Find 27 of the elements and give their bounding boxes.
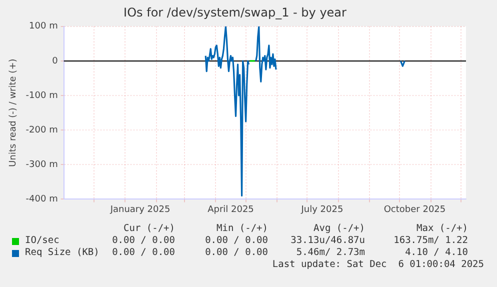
- text: Last update: Sat Dec 6 01:00:04 2025: [272, 259, 484, 270]
- text: 4.10 / 4.10: [405, 247, 468, 258]
- y-axis-title: Units read (-) / write (+): [8, 58, 19, 167]
- text: Avg (-/+): [314, 223, 365, 234]
- x-tick-label: October 2025: [384, 204, 446, 215]
- chart-title: IOs for /dev/system/swap_1 - by year: [124, 5, 347, 20]
- x-tick-label: April 2025: [208, 204, 254, 215]
- y-tick-label: -400 m: [26, 194, 58, 205]
- text: Cur (-/+): [124, 223, 175, 234]
- x-tick-label: July 2025: [300, 204, 344, 215]
- y-tick-label: -300 m: [26, 160, 58, 170]
- text: 0.00 / 0.00: [205, 235, 268, 246]
- text: Max (-/+): [416, 223, 468, 234]
- legend-label: IO/sec: [25, 235, 60, 246]
- y-tick-label: -100 m: [26, 90, 58, 101]
- text: 0.00 / 0.00: [112, 235, 175, 246]
- text: 163.75m/ 1.22: [394, 235, 468, 246]
- x-tick-label: January 2025: [109, 204, 170, 215]
- text: 5.46m/ 2.73m: [296, 247, 365, 258]
- text: 0.00 / 0.00: [205, 247, 268, 258]
- text: 0.00 / 0.00: [112, 247, 175, 258]
- text: 33.13u/46.87u: [290, 235, 365, 246]
- text: Min (-/+): [216, 223, 268, 234]
- y-tick-label: 0: [52, 56, 58, 66]
- y-tick-label: 100 m: [29, 22, 58, 32]
- y-tick-label: -200 m: [26, 125, 58, 136]
- legend-label: Req Size (KB): [25, 247, 100, 258]
